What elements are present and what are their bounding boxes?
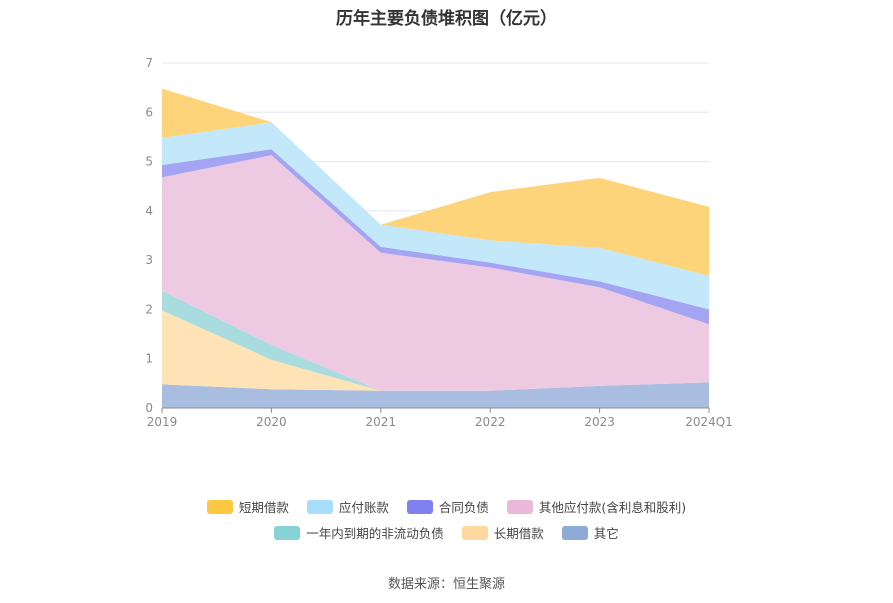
stacked-area-chart: 0 1 2 3 4 5 6 7 2019 2020 2021 2022 2023 2024Q1	[145, 56, 733, 429]
legend-row-1: 短期借款 应付账款 合同负债 其他应付款(含利息和股利)	[0, 497, 893, 516]
x-tick-label: 2022	[475, 415, 506, 429]
legend-swatch	[561, 525, 588, 540]
legend-label: 应付账款	[338, 500, 389, 515]
x-tick-label: 2024Q1	[685, 415, 733, 429]
y-tick-label: 1	[145, 352, 153, 366]
chart-title: 历年主要负债堆积图（亿元）	[336, 9, 557, 29]
legend-row-2: 一年内到期的非流动负债 长期借款 其它	[0, 523, 893, 542]
area-series	[162, 122, 709, 310]
legend-item[interactable]: 应付账款	[306, 497, 389, 516]
legend-label: 短期借款	[238, 500, 289, 515]
area-series	[162, 382, 709, 408]
x-tick-label: 2019	[147, 415, 178, 429]
legend-label: 合同负债	[438, 500, 489, 515]
area-series	[162, 310, 709, 391]
legend-label: 长期借款	[493, 526, 544, 541]
y-tick-label: 3	[145, 253, 153, 267]
legend-item[interactable]: 其它	[561, 523, 619, 542]
area-series	[162, 155, 709, 391]
legend-item[interactable]: 其他应付款(含利息和股利)	[506, 497, 687, 516]
legend-label: 其它	[593, 526, 619, 541]
legend-item[interactable]: 一年内到期的非流动负债	[274, 523, 444, 542]
legend-item[interactable]: 长期借款	[461, 523, 544, 542]
legend-label: 一年内到期的非流动负债	[306, 526, 444, 541]
area-series	[162, 88, 709, 276]
y-tick-label: 7	[145, 56, 153, 70]
legend-swatch	[461, 525, 488, 540]
area-series	[162, 290, 709, 391]
y-tick-label: 6	[145, 105, 153, 119]
area-series	[162, 149, 709, 325]
legend-swatch	[506, 499, 533, 514]
y-tick-label: 2	[145, 302, 153, 316]
legend-swatch	[206, 499, 233, 514]
y-tick-label: 4	[145, 204, 153, 218]
y-tick-label: 5	[145, 155, 153, 169]
x-tick-label: 2020	[256, 415, 287, 429]
y-tick-label: 0	[145, 401, 153, 415]
legend-swatch	[306, 499, 333, 514]
data-source: 数据来源：恒生聚源	[387, 577, 505, 592]
legend-item[interactable]: 短期借款	[206, 497, 289, 516]
legend-swatch	[274, 525, 301, 540]
x-tick-label: 2021	[366, 415, 397, 429]
legend-swatch	[406, 499, 433, 514]
x-tick-label: 2023	[584, 415, 615, 429]
legend-item[interactable]: 合同负债	[406, 497, 489, 516]
legend-label: 其他应付款(含利息和股利)	[538, 500, 687, 515]
